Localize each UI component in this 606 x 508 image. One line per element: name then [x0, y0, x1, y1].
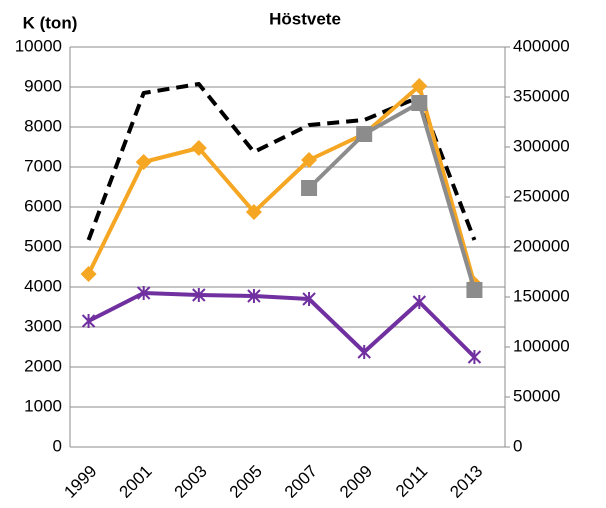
- x-tick-label: 2001: [116, 462, 156, 502]
- series-line: [307, 101, 477, 291]
- y-tick-label: 5000: [24, 236, 62, 255]
- y2-tick-label: 100000: [513, 336, 570, 355]
- y-tick-label: 4000: [24, 276, 62, 295]
- y2-tick-label: 300000: [513, 136, 570, 155]
- y-tick-label: 2000: [24, 356, 62, 375]
- marker: [247, 289, 261, 303]
- series-line: [87, 291, 476, 359]
- marker: [357, 345, 371, 359]
- y-tick-label: 3000: [24, 316, 62, 335]
- y2-tick-label: 50000: [513, 386, 560, 405]
- y2-tick-label: 350000: [513, 86, 570, 105]
- x-tick-label: 2003: [171, 462, 211, 502]
- x-tick-label: 1999: [60, 462, 100, 502]
- y-tick-label: 10000: [15, 36, 62, 55]
- marker: [411, 78, 428, 94]
- marker: [136, 286, 151, 300]
- x-tick-label: 2009: [336, 462, 376, 502]
- y-tick-label: 0: [53, 436, 62, 455]
- y-axis-label: K (ton): [23, 13, 78, 32]
- x-tick-label: 2005: [226, 462, 266, 502]
- y-tick-label: 6000: [24, 196, 62, 215]
- y2-tick-label: 400000: [513, 36, 570, 55]
- x-tick-label: 2007: [281, 462, 321, 502]
- marker: [467, 350, 482, 364]
- y2-tick-label: 250000: [513, 186, 570, 205]
- y2-tick-label: 0: [513, 436, 522, 455]
- series-line: [86, 84, 477, 285]
- y-tick-label: 9000: [24, 76, 62, 95]
- marker: [411, 95, 428, 111]
- marker: [81, 314, 96, 328]
- y2-tick-label: 200000: [513, 236, 570, 255]
- marker: [301, 152, 318, 168]
- marker: [192, 288, 206, 302]
- marker: [135, 154, 152, 170]
- marker: [301, 180, 318, 196]
- y2-tick-label: 150000: [513, 286, 570, 305]
- chart-title: Höstvete: [269, 9, 341, 28]
- marker: [412, 295, 427, 309]
- marker: [245, 204, 262, 220]
- x-tick-label: 2011: [392, 462, 431, 501]
- y-tick-label: 1000: [24, 396, 62, 415]
- marker: [466, 282, 483, 298]
- series-line: [86, 82, 477, 241]
- x-tick-label: 2013: [446, 462, 486, 502]
- marker: [302, 292, 316, 306]
- marker: [80, 266, 97, 282]
- marker: [190, 140, 207, 156]
- marker: [356, 126, 373, 142]
- y-tick-label: 7000: [24, 156, 62, 175]
- y-tick-label: 8000: [24, 116, 62, 135]
